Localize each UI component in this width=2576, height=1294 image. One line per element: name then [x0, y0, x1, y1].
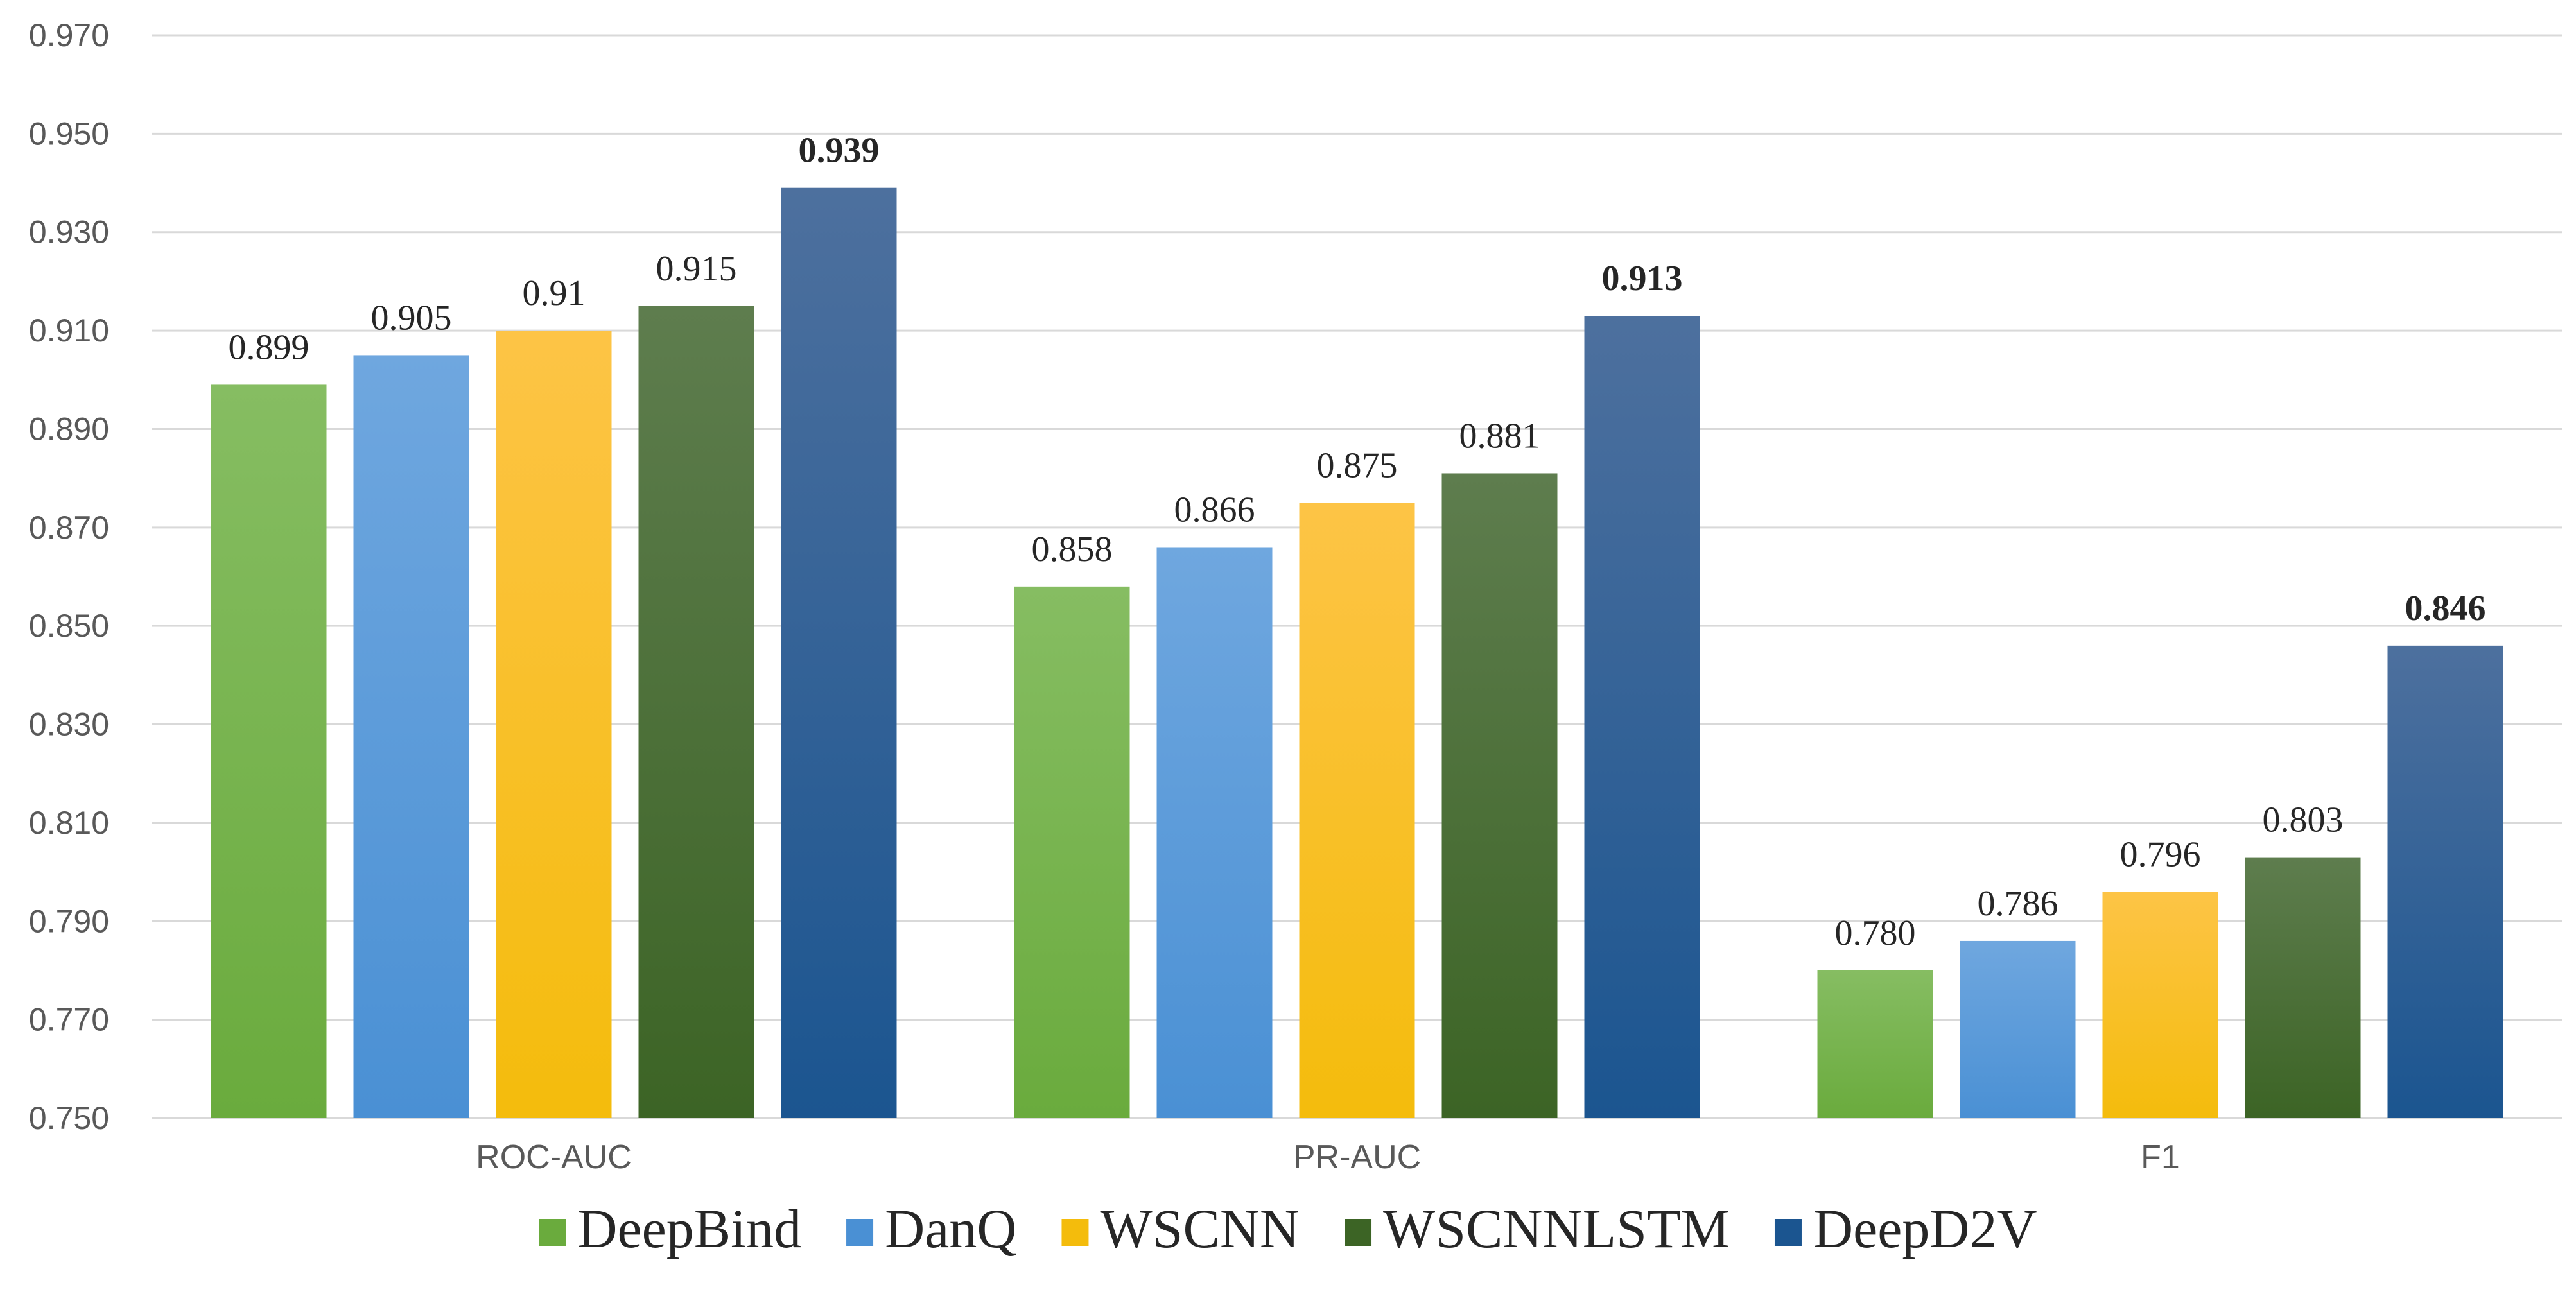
y-tick-label: 0.870	[29, 510, 109, 546]
bar-wscnn-f1	[2102, 892, 2218, 1118]
legend-label: DanQ	[885, 1198, 1016, 1259]
category-label: ROC-AUC	[476, 1139, 632, 1176]
data-label: 0.786	[1978, 884, 2058, 924]
data-label: 0.780	[1835, 913, 1916, 953]
y-tick-label: 0.850	[29, 608, 109, 644]
category-label: PR-AUC	[1293, 1139, 1421, 1176]
y-axis-ticks: 0.750 0.770 0.790 0.810 0.830 0.850 0.870 0.890…	[29, 17, 109, 1136]
legend-label: WSCNNLSTM	[1383, 1198, 1730, 1259]
y-tick-label: 0.910	[29, 313, 109, 349]
data-label: 0.796	[2120, 834, 2201, 874]
legend-item-wscnn: WSCNN	[1061, 1198, 1300, 1259]
legend-item-danq: DanQ	[846, 1198, 1016, 1259]
data-label: 0.858	[1032, 530, 1113, 569]
bar-danq-f1	[1960, 940, 2076, 1118]
data-label: 0.899	[229, 327, 309, 367]
bar-deepbind-roc-auc	[211, 384, 327, 1118]
bar-wscnnlstm-roc-auc	[638, 306, 754, 1118]
legend-swatch	[1345, 1219, 1372, 1246]
bar-wscnnlstm-pr-auc	[1441, 473, 1558, 1118]
y-tick-label: 0.950	[29, 116, 109, 151]
legend-swatch	[1774, 1219, 1802, 1246]
bar-deepd2v-roc-auc	[781, 187, 897, 1118]
y-tick-label: 0.930	[29, 214, 109, 250]
legend-label: DeepD2V	[1813, 1198, 2037, 1259]
y-tick-label: 0.790	[29, 903, 109, 939]
data-label: 0.866	[1174, 490, 1255, 530]
y-tick-label: 0.830	[29, 707, 109, 743]
bar-deepd2v-pr-auc	[1584, 316, 1700, 1118]
bar-deepbind-f1	[1817, 970, 1933, 1118]
legend-swatch	[1061, 1219, 1089, 1246]
data-label: 0.905	[371, 298, 452, 338]
data-label: 0.915	[656, 249, 737, 289]
data-label: 0.846	[2405, 589, 2486, 628]
data-label: 0.913	[1602, 259, 1683, 298]
y-tick-label: 0.750	[29, 1100, 109, 1136]
legend-label: WSCNN	[1100, 1198, 1300, 1259]
data-labels: 0.899 0.905 0.91 0.915 0.939 0.858 0.866 0.875 0…	[229, 131, 2486, 953]
y-tick-label: 0.770	[29, 1002, 109, 1038]
category-label: F1	[2141, 1139, 2180, 1176]
y-tick-label: 0.810	[29, 805, 109, 841]
bar-wscnnlstm-f1	[2245, 857, 2361, 1118]
bars	[211, 187, 2503, 1119]
legend-item-wscnnlstm: WSCNNLSTM	[1345, 1198, 1730, 1259]
data-label: 0.803	[2263, 800, 2344, 840]
data-label: 0.875	[1317, 445, 1398, 485]
data-label: 0.939	[799, 131, 880, 171]
y-tick-label: 0.890	[29, 411, 109, 447]
legend-swatch	[539, 1219, 566, 1246]
legend-item-deepbind: DeepBind	[539, 1198, 801, 1259]
bar-wscnn-pr-auc	[1299, 503, 1415, 1118]
bar-deepd2v-f1	[2387, 645, 2503, 1118]
legend-swatch	[846, 1219, 874, 1246]
y-tick-label: 0.970	[29, 17, 109, 53]
bar-deepbind-pr-auc	[1014, 586, 1130, 1118]
legend-label: DeepBind	[577, 1198, 801, 1259]
bar-danq-roc-auc	[353, 355, 469, 1118]
data-label: 0.881	[1459, 416, 1540, 456]
data-label: 0.91	[523, 273, 586, 313]
legend: DeepBind DanQ WSCNN WSCNNLSTM DeepD2V	[539, 1198, 2037, 1259]
legend-item-deepd2v: DeepD2V	[1774, 1198, 2037, 1259]
x-axis-categories: ROC-AUC PR-AUC F1	[476, 1139, 2180, 1176]
bar-danq-pr-auc	[1156, 547, 1273, 1118]
bar-wscnn-roc-auc	[496, 331, 612, 1119]
